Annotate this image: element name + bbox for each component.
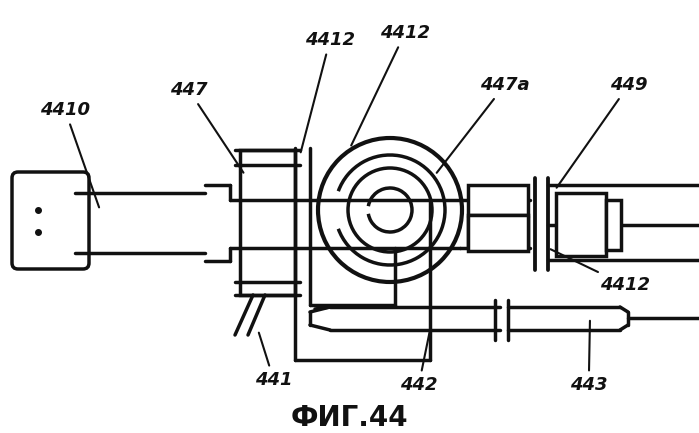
Bar (468, 185, 528, 215)
Text: 443: 443 (570, 321, 607, 394)
Text: 447a: 447a (437, 76, 530, 173)
Text: 4410: 4410 (40, 101, 99, 207)
Bar (468, 215, 528, 251)
Text: ФИГ.44: ФИГ.44 (290, 404, 408, 432)
Bar (556, 193, 606, 256)
Text: 4412: 4412 (351, 24, 430, 145)
Text: 442: 442 (400, 333, 438, 394)
Text: 4412: 4412 (301, 31, 355, 152)
Bar (606, 200, 621, 250)
FancyBboxPatch shape (12, 172, 89, 269)
Text: 4412: 4412 (551, 249, 650, 294)
Bar (240, 150, 295, 295)
Bar (468, 218, 528, 248)
Text: 449: 449 (556, 76, 647, 188)
Text: 441: 441 (255, 333, 292, 389)
Text: 447: 447 (170, 81, 243, 173)
